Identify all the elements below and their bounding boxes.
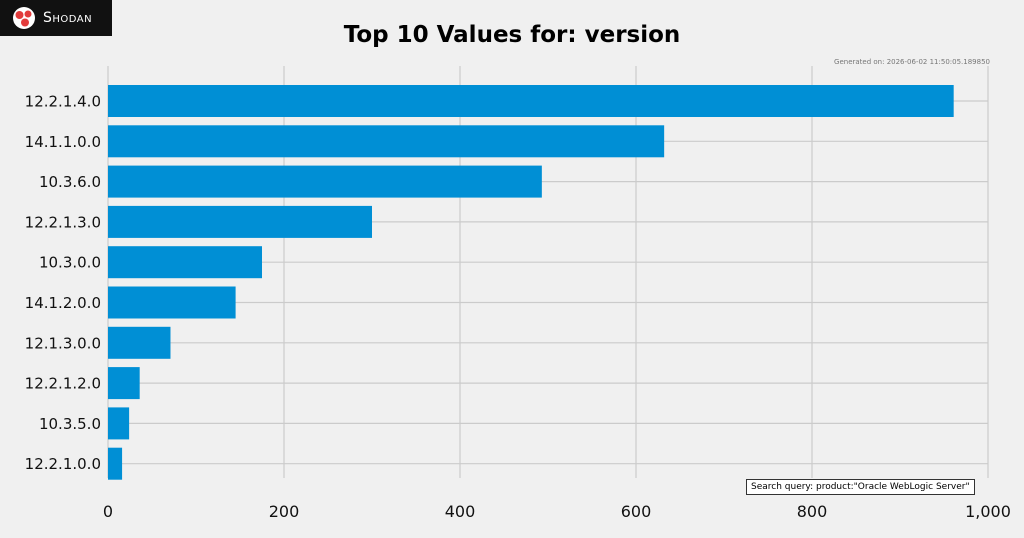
bar	[108, 407, 130, 440]
category-label: 12.2.1.3.0	[25, 213, 101, 231]
bar	[108, 326, 171, 359]
x-tick-label: 200	[269, 502, 300, 521]
category-label: 12.2.1.2.0	[25, 375, 101, 393]
bar	[108, 125, 665, 158]
bar	[108, 447, 123, 480]
bar	[108, 246, 262, 279]
x-tick-label: 0	[103, 502, 113, 521]
search-query-box: Search query: product:"Oracle WebLogic S…	[746, 479, 975, 495]
bar	[108, 205, 372, 238]
category-label: 10.3.0.0	[39, 254, 101, 272]
brand-name: Shodan	[43, 10, 93, 26]
generated-timestamp: Generated on: 2026-06-02 11:50:05.189850	[834, 58, 990, 66]
x-tick-label: 400	[445, 502, 476, 521]
bar	[108, 165, 542, 198]
category-label: 12.1.3.0.0	[25, 334, 101, 352]
x-tick-label: 600	[621, 502, 652, 521]
bar	[108, 85, 954, 117]
bar	[108, 286, 236, 319]
category-label: 12.2.1.0.0	[25, 455, 101, 473]
category-label: 10.3.6.0	[39, 173, 101, 191]
bar	[108, 367, 140, 400]
category-label: 14.1.1.0.0	[25, 133, 101, 151]
x-tick-label: 800	[797, 502, 828, 521]
category-label: 12.2.1.4.0	[25, 93, 101, 111]
category-label: 14.1.2.0.0	[25, 294, 101, 312]
chart-title: Top 10 Values for: version	[343, 22, 681, 48]
x-tick-label: 1,000	[965, 502, 1011, 521]
category-label: 10.3.5.0	[39, 415, 101, 433]
shodan-logo-icon	[13, 7, 35, 29]
shodan-logo[interactable]: Shodan	[0, 0, 112, 36]
